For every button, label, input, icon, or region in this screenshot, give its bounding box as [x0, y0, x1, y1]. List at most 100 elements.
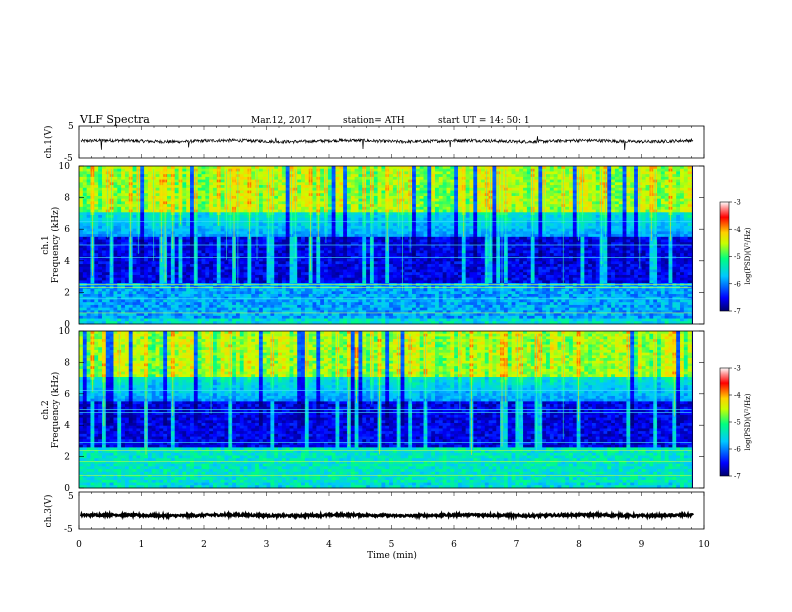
spectrogram-cell: [101, 206, 107, 210]
spectrogram-cell: [454, 220, 459, 224]
spectrogram-cell: [565, 187, 570, 191]
spectrogram-cell: [454, 185, 459, 189]
spectrogram-cell: [477, 174, 482, 178]
spectrogram-cell: [469, 201, 474, 205]
spectrogram-cell: [354, 220, 359, 224]
spectrogram-cell: [140, 206, 145, 210]
spectrogram-cell: [377, 212, 382, 216]
spectrogram-cell: [565, 245, 570, 249]
spectrogram-cell: [427, 193, 432, 197]
spectrogram-cell: [220, 223, 225, 227]
spectrogram-cell: [346, 168, 352, 172]
spectrogram-cell: [121, 201, 126, 205]
spectrogram-cell: [469, 182, 474, 186]
spectrogram-cell: [419, 217, 424, 221]
spectrogram-cell: [121, 215, 126, 219]
spectrogram-cell: [565, 201, 570, 205]
spectrogram-cell: [101, 220, 107, 224]
spectrogram-cell: [251, 168, 256, 172]
spectrogram-cell: [542, 231, 547, 235]
spectrogram-cell: [676, 215, 681, 219]
spectrogram-cell: [565, 168, 570, 172]
spectrogram-cell: [526, 182, 532, 186]
spectrogram-cell: [641, 209, 646, 213]
spectrogram-cell: [335, 204, 340, 208]
spectrogram-cell: [350, 187, 356, 191]
spectrogram-cell: [354, 176, 359, 181]
spectrogram-cell: [220, 166, 225, 170]
spectrogram-cell: [190, 239, 195, 243]
spectrogram-cell: [167, 198, 172, 202]
spectrogram-cell: [549, 193, 555, 197]
spectrogram-cell: [614, 223, 620, 227]
spectrogram-cell: [664, 176, 669, 181]
spectrogram-cell: [630, 242, 635, 246]
spectrogram-cell: [446, 234, 451, 238]
spectrogram-cell: [584, 179, 589, 183]
spectrogram-cell: [216, 228, 222, 232]
spectrogram-cell: [101, 212, 107, 216]
spectrogram-cell: [297, 228, 302, 232]
spectrogram-cell: [588, 217, 593, 221]
spectrogram-cell: [553, 231, 558, 235]
spectrogram-cell: [82, 209, 88, 213]
spectrogram-cell: [519, 228, 524, 232]
spectrogram-cell: [101, 193, 107, 197]
spectrogram-cell: [404, 217, 409, 221]
spectrogram-cell: [258, 223, 264, 227]
spectrogram-cell: [243, 217, 248, 221]
spectrogram-cell: [431, 236, 436, 240]
spectrogram-cell: [435, 174, 440, 178]
spectrogram-cell: [281, 182, 287, 186]
spectrogram-cell: [324, 245, 329, 249]
spectrogram-cell: [350, 166, 356, 170]
spectrogram-cell: [389, 236, 394, 240]
spectrogram-cell: [477, 239, 482, 243]
spectrogram-cell: [113, 195, 118, 200]
spectrogram-cell: [247, 245, 252, 249]
spectrogram-cell: [660, 239, 666, 243]
spectrogram-cell: [469, 245, 474, 249]
spectrogram-cell: [354, 242, 359, 246]
spectrogram-cell: [534, 176, 539, 181]
spectrogram-cell: [637, 166, 643, 170]
spectrogram-cell: [285, 209, 290, 213]
spectrogram-cell: [167, 242, 172, 246]
spectrogram-cell: [607, 215, 612, 219]
spectrogram-cell: [477, 179, 482, 183]
spectrogram-cell: [281, 217, 287, 221]
spectrogram-cell: [457, 206, 463, 210]
spectrogram-cell: [657, 168, 662, 172]
spectrogram-cell: [683, 176, 689, 181]
spectrogram-cell: [201, 220, 206, 224]
spectrogram-cell: [591, 236, 597, 240]
spectrogram-cell: [457, 179, 463, 183]
spectrogram-cell: [469, 206, 474, 210]
spectrogram-cell: [404, 171, 409, 175]
spectrogram-cell: [591, 198, 597, 202]
spectrogram-cell: [515, 239, 520, 243]
spectrogram-cell: [457, 198, 463, 202]
spectrogram-cell: [389, 228, 394, 232]
spectrogram-cell: [634, 187, 639, 191]
spectrogram-cell: [588, 215, 593, 219]
spectrogram-cell: [442, 223, 447, 227]
spectrogram-cell: [492, 217, 497, 221]
spectrogram-cell: [366, 166, 371, 170]
spectrogram-cell: [182, 204, 187, 208]
spectrogram-cell: [335, 215, 340, 219]
spectrogram-cell: [438, 212, 444, 216]
spectrogram-cell: [94, 195, 99, 200]
spectrogram-cell: [683, 212, 689, 216]
spectrogram-cell: [622, 231, 627, 235]
spectrogram-cell: [101, 174, 107, 178]
spectrogram-cell: [465, 206, 470, 210]
spectrogram-cell: [262, 215, 267, 219]
spectrogram-cell: [641, 187, 646, 191]
spectrogram-cell: [220, 168, 225, 172]
spectrogram-cell: [270, 236, 275, 240]
spectrogram-cell: [442, 206, 447, 210]
spectrogram-cell: [588, 228, 593, 232]
spectrogram-cell: [538, 176, 543, 181]
spectrogram-cell: [526, 215, 532, 219]
